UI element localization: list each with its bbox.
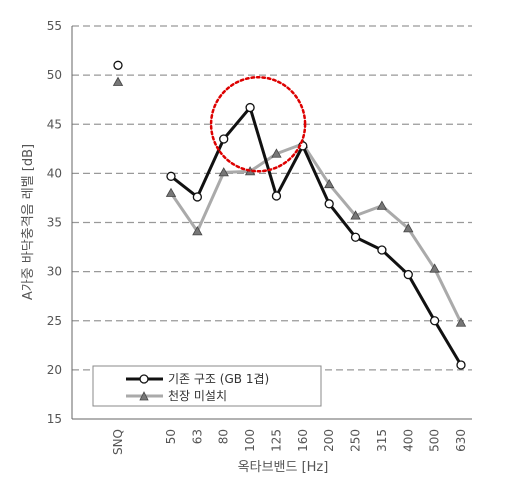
y-tick-label: 40 [47,166,62,180]
legend-label-series-2: 천장 미설치 [168,388,227,403]
x-axis-title: 옥타브밴드 [Hz] [238,460,329,475]
y-tick-label: 35 [47,216,62,230]
data-point-series-1 [403,269,413,280]
x-tick-label: 50 [164,429,178,444]
x-tick-label: 630 [454,429,468,452]
x-tick-label: 400 [401,429,415,452]
series-line-1 [170,106,463,366]
y-tick-labels: 15 20 25 30 35 40 45 50 55 [47,19,62,426]
grid-lines [72,25,472,371]
data-point-series-1 [324,199,334,209]
data-point-series-1 [271,191,282,201]
data-point-series-2 [271,148,282,158]
data-point-series-2 [429,263,440,273]
y-tick-label: 45 [47,117,62,131]
data-point-series-2 [455,317,467,327]
x-tick-label: 100 [243,429,257,452]
data-point-series-2 [112,76,124,86]
data-point-series-1 [192,192,203,202]
x-tick-label: SNQ [111,429,125,455]
data-point-series-1 [429,316,440,326]
x-tick-label: 500 [428,429,442,452]
y-tick-label: 55 [47,19,62,33]
data-point-series-1 [456,360,466,370]
data-point-series-1 [245,102,255,113]
data-point-series-1 [113,60,123,70]
y-tick-label: 15 [47,412,62,426]
y-axis-title: A가중 바닥충격음 레벨 [dB] [21,144,36,300]
data-point-series-2 [218,167,229,177]
highlight-circle [209,76,307,173]
data-point-series-2 [403,223,414,233]
x-tick-labels: SNQ 50 63 80 100 125 160 200 250 315 400 500 630 [111,429,468,455]
data-point-series-2 [376,200,388,210]
legend-label-series-1: 기존 구조 (GB 1겹) [168,372,269,386]
data-point-series-1 [219,134,229,144]
data-point-series-1 [350,232,361,242]
y-tick-label: 50 [47,68,62,82]
legend: 기존 구조 (GB 1겹) 천장 미설치 [92,365,322,407]
y-tick-label: 25 [47,314,62,328]
series-line-2 [169,142,463,324]
series-layer [112,60,467,370]
data-point-series-2 [165,187,177,197]
legend-marker-series-2 [139,391,149,401]
x-tick-label: 160 [296,429,310,452]
x-tick-label: 200 [322,429,336,452]
data-point-series-1 [377,245,387,255]
y-tick-label: 30 [47,265,62,279]
data-point-series-2 [350,210,361,220]
x-tick-label: 80 [217,429,231,444]
x-tick-label: 250 [349,429,363,452]
data-point-series-2 [323,178,335,189]
x-tick-label: 63 [190,429,204,444]
x-tick-label: 125 [269,429,283,452]
legend-box [92,365,322,407]
y-tick-label: 20 [47,363,62,377]
data-point-series-1 [166,171,176,181]
data-point-series-2 [192,226,203,236]
highlight-annotation [209,76,307,173]
legend-marker-series-1 [139,374,149,384]
x-tick-label: 315 [375,429,389,452]
